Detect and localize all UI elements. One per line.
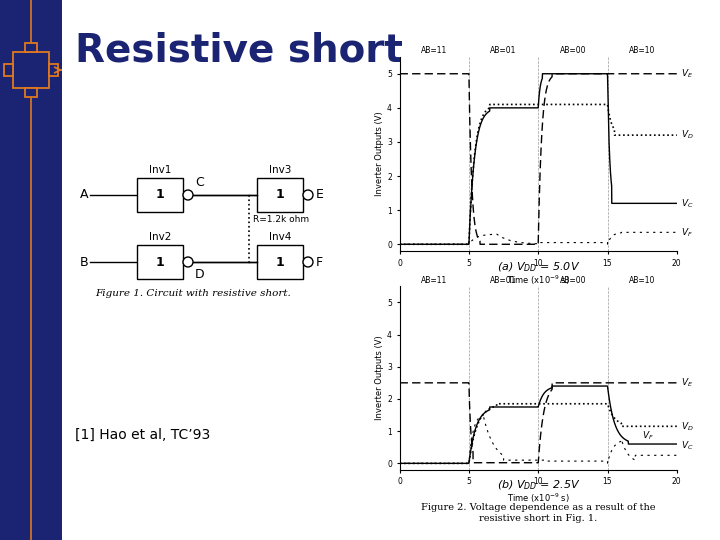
Text: 1: 1 [156, 188, 164, 201]
Bar [4, 64, 13, 76]
Text: (a) $V_{DD}$ = 5.0V: (a) $V_{DD}$ = 5.0V [497, 260, 580, 274]
Text: $V_E$: $V_E$ [681, 68, 693, 80]
Y-axis label: Inverter Outputs (V): Inverter Outputs (V) [375, 112, 384, 196]
Circle shape [183, 257, 193, 267]
X-axis label: Time (x10$^{-9}$ s): Time (x10$^{-9}$ s) [507, 492, 570, 505]
Text: Inv3: Inv3 [269, 165, 291, 175]
Text: AB=00: AB=00 [559, 275, 586, 285]
Text: Figure 2. Voltage dependence as a result of the
resistive short in Fig. 1.: Figure 2. Voltage dependence as a result… [421, 503, 656, 523]
Text: AB=00: AB=00 [559, 46, 586, 55]
Text: $V_D$: $V_D$ [681, 420, 694, 433]
Text: $V_D$: $V_D$ [681, 129, 694, 141]
Text: 1: 1 [276, 255, 284, 268]
Text: A: A [79, 188, 88, 201]
Text: $V_C$: $V_C$ [681, 440, 693, 452]
Text: [1] Hao et al, TC’93: [1] Hao et al, TC’93 [75, 428, 210, 442]
Text: (b) $V_{DD}$ = 2.5V: (b) $V_{DD}$ = 2.5V [497, 478, 580, 491]
Bar [257, 245, 303, 279]
Text: AB=01: AB=01 [490, 275, 517, 285]
Circle shape [303, 190, 313, 200]
Text: Inv1: Inv1 [149, 165, 171, 175]
Text: AB=10: AB=10 [629, 46, 655, 55]
Bar [49, 64, 58, 76]
X-axis label: Time (x10$^{-9}$ s): Time (x10$^{-9}$ s) [507, 273, 570, 287]
Text: AB=11: AB=11 [421, 46, 447, 55]
Text: C: C [195, 176, 204, 189]
Bar [13, 52, 49, 88]
Circle shape [183, 190, 193, 200]
Text: F: F [316, 255, 323, 268]
Text: AB=01: AB=01 [490, 46, 517, 55]
Text: Inv4: Inv4 [269, 232, 291, 242]
Bar [257, 178, 303, 212]
Text: 1: 1 [156, 255, 164, 268]
Text: R=1.2k ohm: R=1.2k ohm [253, 215, 309, 225]
Text: E: E [316, 188, 324, 201]
Text: Figure 1. Circuit with resistive short.: Figure 1. Circuit with resistive short. [95, 289, 291, 299]
Text: D: D [195, 268, 204, 281]
Text: B: B [79, 255, 88, 268]
Text: $V_F$: $V_F$ [681, 226, 693, 239]
Bar [25, 43, 37, 52]
Text: Resistive short: Resistive short [75, 31, 403, 69]
Bar [137, 178, 183, 212]
Bar [0, 0, 62, 540]
Text: $V_C$: $V_C$ [681, 197, 693, 210]
Circle shape [303, 257, 313, 267]
Text: Inv2: Inv2 [149, 232, 171, 242]
Text: AB=10: AB=10 [629, 275, 655, 285]
Text: $V_E$: $V_E$ [681, 376, 693, 389]
Y-axis label: Inverter Outputs (V): Inverter Outputs (V) [375, 336, 384, 420]
Bar [137, 245, 183, 279]
Text: AB=11: AB=11 [421, 275, 447, 285]
Text: 1: 1 [276, 188, 284, 201]
Text: $V_F$: $V_F$ [642, 430, 654, 442]
Bar [25, 88, 37, 97]
